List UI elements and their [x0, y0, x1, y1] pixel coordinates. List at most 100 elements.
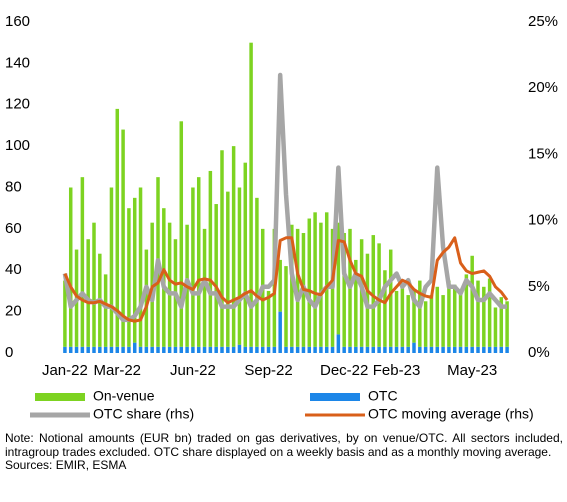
bar — [226, 191, 230, 347]
bar — [470, 346, 474, 353]
bar — [342, 233, 346, 347]
bar — [429, 295, 434, 347]
bar — [435, 346, 440, 353]
legend-label: OTC moving average (rhs) — [368, 406, 534, 422]
legend-swatch — [35, 393, 85, 401]
bar — [226, 346, 230, 353]
bar — [365, 346, 370, 353]
bar — [68, 346, 73, 353]
bar — [86, 346, 90, 353]
bar — [406, 295, 410, 347]
bar — [452, 346, 457, 353]
y-tick-label: 40 — [5, 261, 22, 278]
bar — [290, 224, 294, 347]
bar — [394, 346, 399, 353]
bar — [383, 346, 387, 353]
bar — [278, 311, 282, 353]
bar — [359, 346, 364, 353]
bar — [313, 212, 317, 347]
bar — [109, 187, 114, 347]
bar — [371, 235, 376, 347]
bar — [388, 249, 393, 347]
y-tick-label: 160 — [5, 13, 30, 30]
x-tick-label: Jun-22 — [170, 362, 216, 379]
x-tick-label: Feb-23 — [373, 362, 421, 379]
bar — [144, 346, 149, 353]
bar — [243, 346, 248, 353]
bar — [301, 346, 306, 353]
y2-tick-label: 10% — [528, 212, 558, 229]
bar — [121, 346, 125, 353]
y-tick-label: 0 — [5, 344, 13, 361]
bar — [441, 295, 445, 347]
bar — [447, 346, 451, 353]
bar — [493, 346, 498, 353]
bar — [336, 334, 341, 353]
bar — [295, 228, 300, 347]
bar — [505, 301, 509, 347]
bar — [464, 346, 469, 353]
y-tick-label: 60 — [5, 220, 22, 237]
bar — [388, 346, 393, 353]
note: Note: Notional amounts (EUR bn) traded o… — [5, 431, 563, 459]
bar — [80, 177, 85, 347]
bar — [319, 346, 323, 353]
bar — [499, 297, 504, 347]
bar — [423, 346, 428, 353]
y-tick-label: 80 — [5, 178, 22, 195]
bar — [249, 346, 253, 353]
bar — [115, 346, 120, 353]
bar — [307, 346, 312, 353]
bar — [127, 346, 131, 353]
bar — [377, 346, 381, 353]
bar — [167, 222, 172, 347]
x-tick-label: Jan-22 — [42, 362, 88, 379]
bar — [400, 346, 405, 353]
bar — [429, 346, 434, 353]
line — [62, 72, 508, 323]
y2-tick-label: 25% — [528, 13, 558, 30]
bar — [98, 346, 102, 353]
bar — [260, 346, 265, 353]
x-tick-label: Dec-22 — [320, 362, 368, 379]
bar — [487, 346, 492, 353]
legend-label: OTC — [368, 388, 398, 404]
bar — [162, 346, 166, 353]
bar — [103, 346, 108, 353]
y-tick-label: 20 — [5, 303, 22, 320]
bar — [499, 346, 504, 353]
y2-tick-label: 20% — [528, 79, 558, 96]
bar — [231, 346, 236, 353]
bar — [423, 301, 428, 347]
x-tick-label: Mar-22 — [94, 362, 142, 379]
y-tick-label: 140 — [5, 54, 30, 71]
bar — [435, 286, 440, 347]
bar — [191, 346, 195, 353]
bar — [324, 212, 329, 347]
bar — [447, 280, 451, 347]
bar — [354, 346, 358, 353]
bar — [255, 346, 259, 353]
bar — [266, 290, 271, 347]
bar — [354, 259, 358, 347]
bar — [214, 204, 218, 347]
bar — [208, 170, 213, 347]
bar — [92, 346, 96, 353]
bar — [272, 346, 277, 353]
bar — [412, 342, 416, 353]
bar — [138, 346, 143, 353]
bar — [191, 187, 195, 347]
note-block: Note: Notional amounts (EUR bn) traded o… — [5, 431, 563, 473]
bar — [470, 255, 474, 347]
bar — [86, 239, 90, 347]
bar — [412, 290, 416, 343]
bar — [220, 346, 224, 353]
bar — [196, 177, 201, 347]
bar — [371, 346, 376, 353]
bar — [266, 346, 271, 353]
bar — [214, 346, 218, 353]
bar — [383, 270, 387, 347]
legend-label: OTC share (rhs) — [93, 406, 194, 422]
y-tick-label: 100 — [5, 137, 30, 154]
